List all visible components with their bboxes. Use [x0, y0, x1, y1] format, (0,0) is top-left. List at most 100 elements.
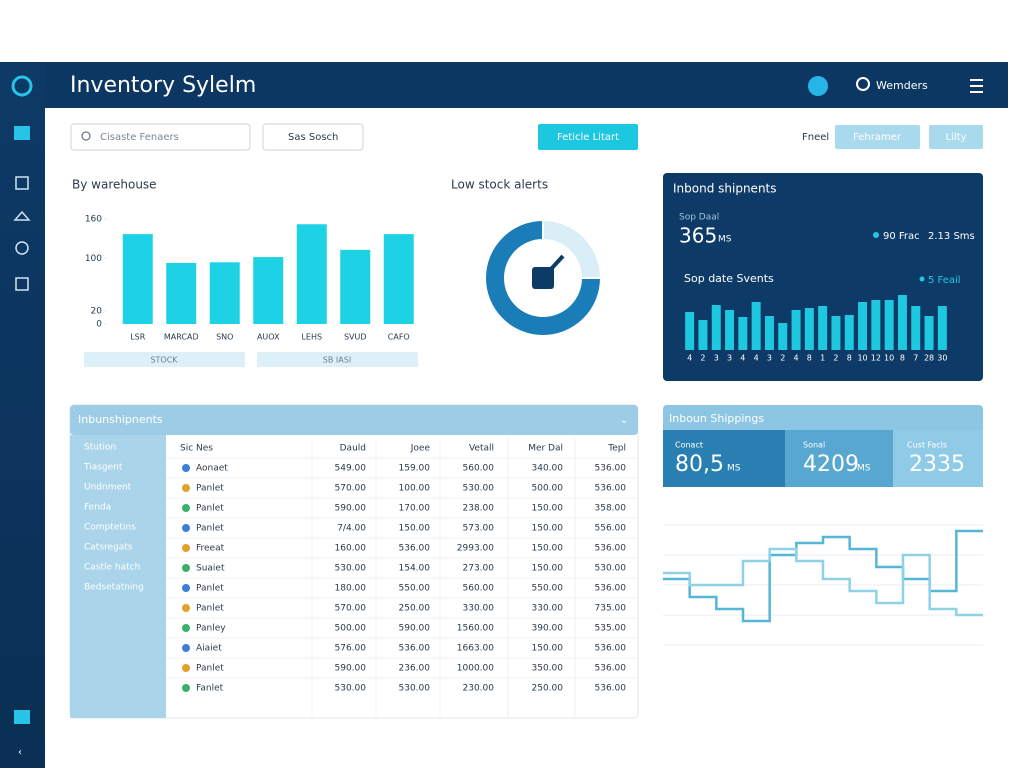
cell: 273.00 [463, 564, 495, 574]
collapse-icon[interactable]: ⌄ [620, 415, 628, 426]
column-header: Sic Nes [180, 444, 213, 454]
cell: 250.00 [532, 684, 564, 694]
header-bar [45, 62, 1008, 108]
search-icon[interactable] [856, 77, 870, 91]
bullet [919, 276, 925, 282]
button-1[interactable] [835, 125, 920, 149]
cell: 570.00 [335, 604, 367, 614]
row-icon [182, 664, 190, 672]
panel-stat: 90 Frac [883, 231, 920, 242]
kpi-value: 80,5 [675, 452, 724, 477]
bar [383, 234, 414, 324]
side-item: Undnment [84, 483, 132, 493]
bar [778, 323, 788, 350]
bar [844, 315, 854, 350]
x-tick-label: 1 [820, 354, 825, 363]
x-tick-label: 4 [740, 354, 745, 363]
dropdown[interactable] [262, 123, 364, 151]
step-line [663, 547, 983, 617]
collapse-arrow[interactable]: ‹ [18, 747, 22, 758]
panel-subtitle: Sop date Svents [684, 272, 774, 285]
nav-item[interactable] [15, 176, 29, 190]
cell: 556.00 [595, 524, 627, 534]
notification-icon[interactable] [808, 76, 828, 96]
search-box[interactable] [70, 123, 251, 151]
logo[interactable] [11, 75, 33, 97]
cell: 560.00 [463, 464, 495, 474]
cell: 7/4.00 [337, 524, 366, 534]
cell: 530.00 [335, 564, 367, 574]
side-item: Comptetins [84, 523, 136, 533]
bar [791, 310, 801, 350]
row-name: Suaiet [196, 564, 225, 574]
row-icon [182, 504, 190, 512]
column-header: Mer Dal [528, 444, 563, 454]
nav-item[interactable] [13, 210, 31, 221]
kpi-label: Sonal [803, 441, 825, 450]
x-tick-label: 4 [754, 354, 759, 363]
cell: 150.00 [532, 564, 564, 574]
x-tick-label: 4 [794, 354, 799, 363]
side-item: Tiasgent [83, 463, 123, 473]
cell: 358.00 [595, 504, 627, 514]
cell: 150.00 [399, 524, 431, 534]
panel-title: Inbond shipnents [673, 182, 777, 196]
user-name[interactable]: Wemders [876, 79, 928, 92]
bar [818, 306, 828, 350]
cell: 590.00 [399, 624, 431, 634]
x-tick-label: 10 [884, 354, 894, 363]
kpi-value: 4209 [803, 452, 859, 477]
cell: 150.00 [532, 544, 564, 554]
filter-label[interactable]: Fneel [802, 132, 829, 143]
menu-icon[interactable] [970, 79, 983, 93]
cell: 536.00 [595, 644, 627, 654]
row-icon [182, 644, 190, 652]
row-icon [182, 604, 190, 612]
nav-item[interactable] [15, 277, 29, 291]
bar [804, 308, 814, 350]
x-tick-label: 3 [767, 354, 772, 363]
column-header: Joee [410, 444, 431, 454]
chart-title: By warehouse [72, 178, 157, 192]
cell: 330.00 [532, 604, 564, 614]
x-tick-label: SNO [216, 333, 233, 342]
nav-bottom[interactable] [14, 710, 30, 724]
nav-item[interactable] [15, 241, 29, 255]
x-tick-label: 7 [913, 354, 918, 363]
x-tick-label: 10 [857, 354, 867, 363]
button-1-label: Fehramer [853, 132, 902, 143]
panel-big-unit: MS [718, 235, 732, 245]
x-tick-label: 8 [807, 354, 812, 363]
row-name: Fanlet [196, 684, 224, 694]
cell: 160.00 [335, 544, 367, 554]
cell: 530.00 [335, 684, 367, 694]
x-tick-label: 2 [833, 354, 838, 363]
button-2[interactable] [929, 125, 983, 149]
alert-icon-needle [539, 254, 565, 282]
bar [751, 302, 761, 350]
x-tick-label: 2 [700, 354, 705, 363]
search-box-icon [81, 131, 91, 141]
row-icon [182, 544, 190, 552]
table-side-list [70, 435, 166, 718]
row-icon [182, 464, 190, 472]
row-name: Panley [196, 624, 226, 634]
donut-slice [484, 218, 603, 337]
cell: 535.00 [595, 624, 627, 634]
side-item: Catsregats [84, 543, 133, 553]
side-item: Fenda [84, 503, 111, 513]
kpi-value: 2335 [909, 452, 965, 477]
row-name: Panlet [196, 504, 224, 514]
kpi-panel-title: Inboun Shippings [669, 412, 764, 425]
kpi-label: Conact [675, 441, 703, 450]
kpi-unit: MS [857, 464, 871, 474]
search-placeholder: Cisaste Fenaers [100, 132, 179, 143]
cell: 1560.00 [457, 624, 494, 634]
cell: 536.00 [595, 584, 627, 594]
bar [725, 310, 735, 350]
cell: 170.00 [399, 504, 431, 514]
panel-big-number: 365 [679, 224, 717, 248]
cell: 180.00 [335, 584, 367, 594]
nav-home[interactable] [14, 126, 30, 140]
primary-button[interactable] [538, 124, 638, 150]
